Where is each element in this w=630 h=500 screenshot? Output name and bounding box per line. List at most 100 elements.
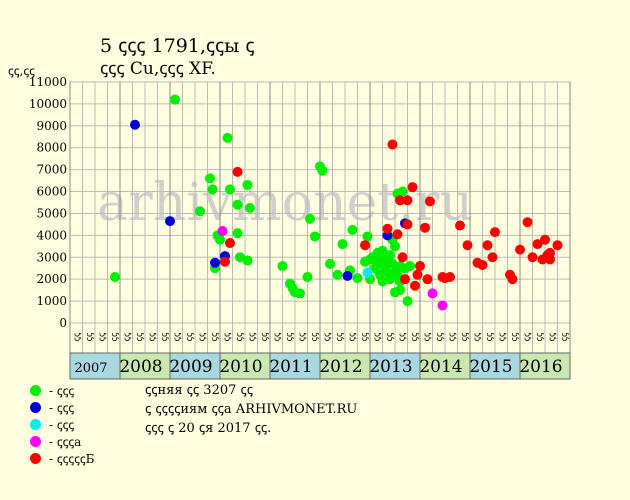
- quarter-label: ꞔꞔ: [560, 332, 570, 341]
- year-label: 2008: [119, 357, 162, 377]
- data-point-green: [385, 250, 395, 261]
- data-point-red: [507, 274, 518, 285]
- data-point-green: [387, 258, 398, 269]
- data-point-green: [205, 173, 215, 184]
- data-point-green: [222, 132, 233, 143]
- legend-marker: [30, 419, 41, 430]
- data-point-green: [195, 206, 205, 217]
- data-point-red: [400, 274, 410, 285]
- data-point-red: [225, 238, 235, 249]
- data-point-red: [382, 223, 393, 234]
- quarter-label: ꞔꞔ: [372, 332, 382, 341]
- chart-title-line2: ꞔꞔꞔ Cu,ꞔꞔꞔ XF.: [100, 59, 216, 79]
- quarter-label: ꞔꞔ: [160, 332, 170, 341]
- quarter-label: ꞔꞔ: [435, 332, 445, 341]
- quarter-label: ꞔꞔ: [485, 332, 495, 341]
- data-point-red: [415, 261, 425, 272]
- quarter-label: ꞔꞔ: [235, 332, 245, 341]
- y-tick-label: 4000: [36, 228, 67, 242]
- year-label: 2010: [219, 357, 262, 377]
- data-point-cyan: [362, 267, 373, 278]
- data-point-blue: [342, 270, 353, 281]
- quarter-label: ꞔꞔ: [272, 332, 282, 341]
- quarter-label: ꞔꞔ: [185, 332, 195, 341]
- legend-item: - ꞔꞔꞔа: [30, 433, 95, 450]
- quarter-label: ꞔꞔ: [97, 332, 107, 341]
- quarter-label: ꞔꞔ: [297, 332, 307, 341]
- quarter-label: ꞔꞔ: [397, 332, 407, 341]
- data-point-green: [302, 271, 313, 282]
- year-cell: [319, 352, 371, 380]
- quarter-label: ꞔꞔ: [210, 332, 220, 341]
- y-tick-label: 11000: [29, 75, 67, 89]
- data-point-red: [445, 271, 455, 282]
- data-point-red: [487, 252, 498, 263]
- y-tick-label: 5000: [36, 206, 67, 220]
- data-point-green: [347, 224, 358, 235]
- quarter-label: ꞔꞔ: [347, 332, 357, 341]
- y-tick-label: 9000: [36, 119, 67, 133]
- data-point-red: [412, 269, 423, 280]
- year-cell: [419, 352, 471, 380]
- data-point-red: [522, 217, 533, 228]
- data-point-red: [455, 220, 465, 231]
- year-cell: [169, 352, 221, 380]
- data-point-green: [305, 213, 315, 224]
- year-cell: [219, 352, 271, 380]
- data-point-red: [482, 240, 493, 251]
- quarter-label: ꞔꞔ: [547, 332, 557, 341]
- data-point-green: [242, 179, 253, 190]
- quarter-label: ꞔꞔ: [460, 332, 470, 341]
- year-cell: [369, 352, 421, 380]
- data-point-red: [360, 240, 370, 251]
- quarter-label: ꞔꞔ: [85, 332, 95, 341]
- legend-marker: [30, 436, 41, 447]
- data-point-green: [317, 165, 328, 176]
- year-label: 2014: [419, 357, 462, 377]
- y-tick-label: 8000: [36, 141, 67, 155]
- data-point-red: [532, 239, 543, 250]
- data-point-red: [422, 274, 433, 285]
- year-cell: [69, 352, 121, 380]
- year-label: 2012: [319, 357, 362, 377]
- data-point-green: [337, 239, 348, 250]
- data-point-green: [395, 285, 405, 296]
- legend-label: - ꞔꞔꞔ: [49, 384, 75, 398]
- data-point-red: [462, 240, 473, 251]
- legend-marker: [30, 385, 41, 396]
- data-point-red: [545, 254, 555, 265]
- data-point-green: [225, 184, 235, 195]
- data-point-green: [402, 296, 413, 307]
- data-point-red: [540, 234, 550, 245]
- data-point-red: [490, 227, 500, 238]
- data-point-green: [170, 94, 180, 105]
- data-point-red: [392, 229, 403, 240]
- data-point-green: [295, 288, 305, 299]
- legend: - ꞔꞔꞔ - ꞔꞔꞔ - ꞔꞔꞔ - ꞔꞔꞔа - ꞔꞔꞔꞔꞔБ: [30, 382, 95, 467]
- quarter-label: ꞔꞔ: [447, 332, 457, 341]
- data-point-green: [362, 231, 373, 242]
- legend-label: - ꞔꞔꞔ: [49, 401, 75, 415]
- quarter-label: ꞔꞔ: [135, 332, 145, 341]
- quarter-label: ꞔꞔ: [222, 332, 232, 341]
- quarter-label: ꞔꞔ: [385, 332, 395, 341]
- data-point-red: [402, 195, 413, 206]
- quarter-label: ꞔꞔ: [310, 332, 320, 341]
- legend-label: - ꞔꞔꞔа: [49, 435, 82, 449]
- quarter-label: ꞔꞔ: [497, 332, 507, 341]
- quarter-label: ꞔꞔ: [110, 332, 120, 341]
- data-point-green: [310, 231, 320, 242]
- quarter-label: ꞔꞔ: [147, 332, 157, 341]
- year-label: 2013: [369, 357, 412, 377]
- legend-item: - ꞔꞔꞔꞔꞔБ: [30, 450, 95, 467]
- data-point-red: [515, 244, 525, 255]
- y-axis-label: ꞔꞔ,ꞔꞔ: [8, 64, 35, 78]
- note-line: ꞔꞔꞔ ꞔ 20 ꞔя 2017 ꞔꞔ.: [145, 421, 272, 436]
- quarter-label: ꞔꞔ: [422, 332, 432, 341]
- quarter-label: ꞔꞔ: [535, 332, 545, 341]
- quarter-label: ꞔꞔ: [360, 332, 370, 341]
- y-tick-label: 0: [59, 316, 67, 330]
- legend-item: - ꞔꞔꞔ: [30, 416, 95, 433]
- note-line: ꞔꞔняя ꞔꞔ 3207 ꞔꞔ: [145, 383, 253, 398]
